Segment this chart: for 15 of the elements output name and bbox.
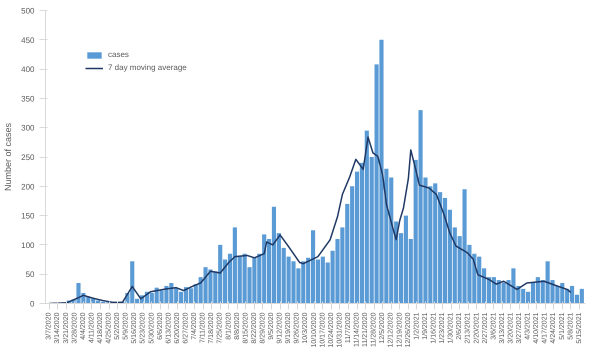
y-tick-label: 100 [21,240,36,250]
y-tick-label: 500 [21,6,36,16]
y-tick-label: 300 [21,124,36,133]
y-axis-title: Number of cases [3,122,14,192]
legend-label: 7 day moving average [108,63,187,72]
y-tick-label: 350 [21,94,36,104]
y-tick-label: 150 [21,212,36,221]
y-tick-label: 200 [21,182,36,192]
y-tick-label: 50 [26,270,36,280]
y-tick-label: 0 [30,300,36,308]
y-tick-label: 250 [21,153,36,162]
y-tick-label: 400 [21,65,36,74]
y-tick-label: 450 [21,36,36,45]
legend-label: cases [108,50,129,59]
line-series [48,136,572,304]
